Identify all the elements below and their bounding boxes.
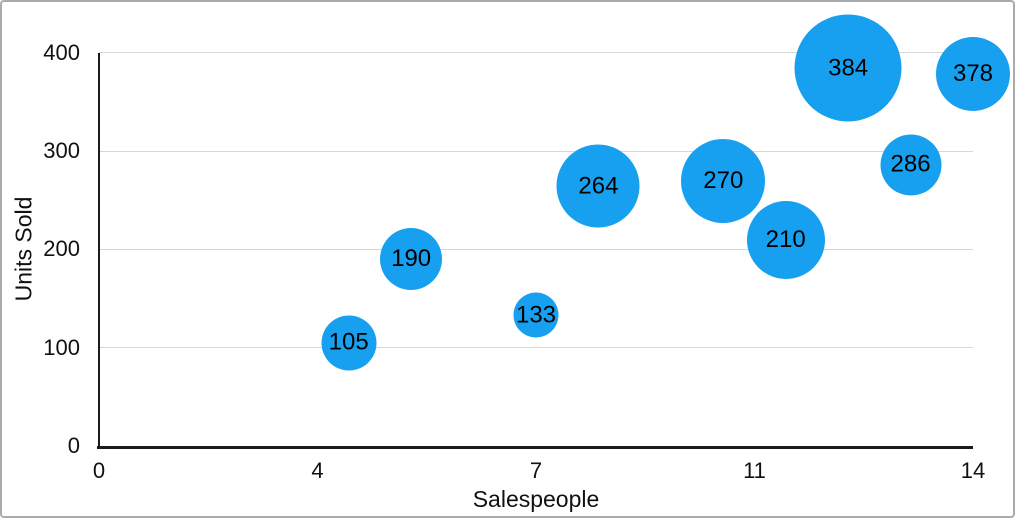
gridline bbox=[99, 248, 973, 250]
bubble-label: 210 bbox=[765, 225, 806, 253]
x-tick-label: 7 bbox=[529, 458, 543, 483]
y-tick-label: 200 bbox=[43, 236, 80, 262]
bubble-384[interactable]: 384 bbox=[794, 14, 902, 122]
gridline bbox=[99, 347, 973, 349]
bubble-378[interactable]: 378 bbox=[936, 37, 1010, 112]
bubble-label: 270 bbox=[703, 166, 744, 194]
x-tick-label: 11 bbox=[743, 458, 766, 483]
bubble-270[interactable]: 270 bbox=[681, 138, 766, 223]
bubble-label: 133 bbox=[515, 301, 557, 329]
bubble-label: 264 bbox=[578, 172, 619, 200]
y-tick-label: 300 bbox=[43, 138, 80, 164]
bubble-label: 105 bbox=[328, 328, 369, 356]
bubble-label: 384 bbox=[828, 54, 869, 82]
y-tick-label: 400 bbox=[43, 39, 80, 65]
y-tick-label: 0 bbox=[67, 433, 80, 458]
x-tick-label: 14 bbox=[960, 458, 986, 483]
x-tick-label: 0 bbox=[92, 458, 106, 483]
gridline bbox=[99, 150, 973, 152]
bubble-105[interactable]: 105 bbox=[321, 315, 377, 371]
y-tick-label: 100 bbox=[43, 334, 80, 360]
gridline bbox=[99, 52, 973, 54]
bubble-264[interactable]: 264 bbox=[556, 144, 640, 228]
bubble-190[interactable]: 190 bbox=[380, 228, 443, 291]
bubble-133[interactable]: 133 bbox=[513, 292, 559, 338]
x-tick-label: 4 bbox=[311, 458, 324, 483]
bubble-label: 190 bbox=[391, 245, 432, 273]
y-axis-line bbox=[98, 52, 100, 449]
bubble-label: 286 bbox=[890, 150, 931, 178]
x-axis-line bbox=[97, 446, 973, 449]
x-axis-title: Salespeople bbox=[472, 486, 600, 512]
bubble-210[interactable]: 210 bbox=[746, 200, 825, 279]
bubble-label: 378 bbox=[952, 60, 994, 88]
bubble-286[interactable]: 286 bbox=[880, 134, 942, 196]
